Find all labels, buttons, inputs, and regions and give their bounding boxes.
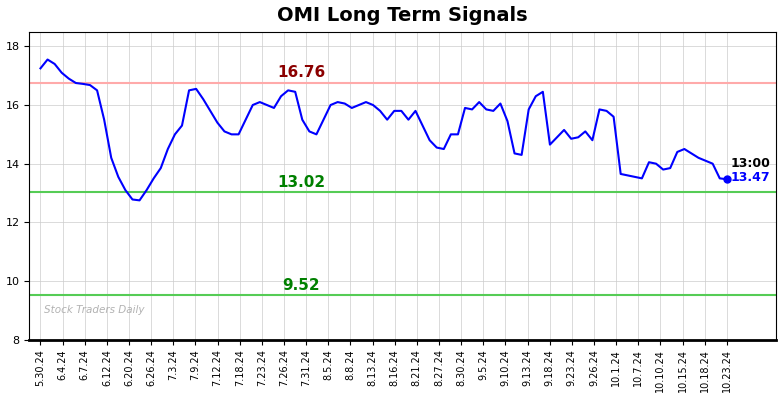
Text: 13:00: 13:00 [730, 158, 770, 170]
Text: Stock Traders Daily: Stock Traders Daily [45, 305, 145, 316]
Title: OMI Long Term Signals: OMI Long Term Signals [278, 6, 528, 25]
Text: 16.76: 16.76 [278, 65, 325, 80]
Text: 13.02: 13.02 [278, 175, 325, 190]
Text: 13.47: 13.47 [730, 171, 770, 184]
Point [720, 176, 733, 182]
Text: 9.52: 9.52 [282, 278, 320, 293]
